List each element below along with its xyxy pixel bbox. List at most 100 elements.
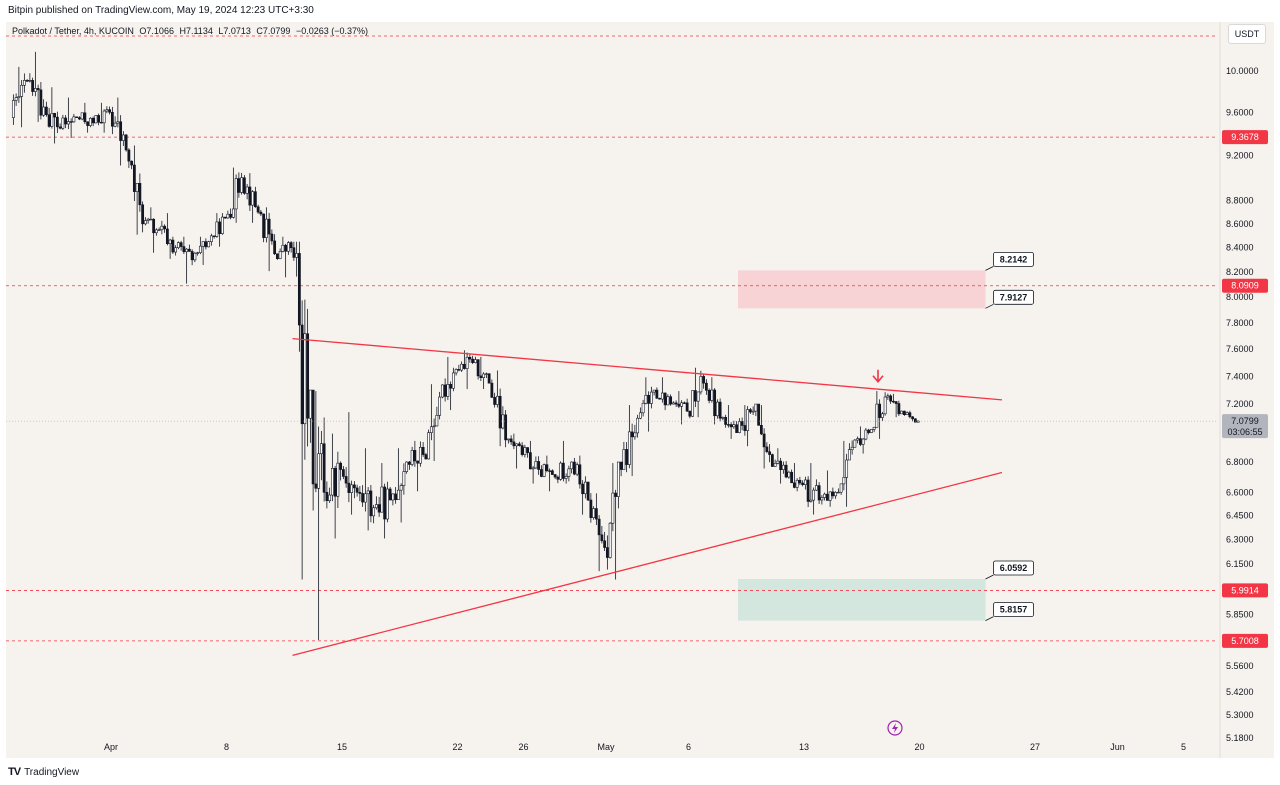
zone-price-label: 6.0592	[1000, 563, 1028, 573]
candle-body	[729, 424, 733, 428]
candle-body	[817, 485, 821, 501]
candle-body	[625, 449, 629, 465]
publish-text: Bitpin published on TradingView.com, May…	[8, 5, 314, 16]
candle-body	[102, 110, 106, 124]
legend-high: H7.1134	[179, 26, 213, 36]
candlestick-chart[interactable]: 10.0000 9.6000 9.2000 8.8000 8.6000 8.4000 8.2…	[6, 22, 1274, 758]
candle-body	[845, 459, 849, 478]
currency-button[interactable]: USDT	[1228, 24, 1266, 44]
lightning-bolt-icon	[892, 723, 898, 733]
tradingview-brand: TradingView	[24, 767, 80, 778]
candle-body	[600, 534, 604, 542]
candle-body	[685, 402, 689, 412]
y-tick-label: 5.5600	[1226, 661, 1254, 671]
candle-body	[352, 484, 356, 489]
candle-body	[616, 461, 620, 497]
candle-body	[347, 482, 351, 493]
candle-body	[691, 390, 695, 417]
candle-body	[592, 508, 596, 518]
candle-body	[64, 117, 68, 125]
candle-body	[146, 218, 150, 221]
candle-body	[759, 425, 763, 435]
candle-body	[509, 438, 513, 443]
candle-body	[564, 476, 568, 479]
upper-trendline	[292, 337, 1003, 401]
chart-area[interactable]: 10.0000 9.6000 9.2000 8.8000 8.6000 8.4000 8.2…	[6, 22, 1274, 758]
candle-body	[124, 134, 128, 151]
candle-body	[292, 247, 296, 258]
zone-label-box	[993, 252, 1034, 267]
y-tick-label: 7.8000	[1226, 318, 1254, 328]
candle-body	[168, 239, 172, 245]
candle-body	[333, 468, 337, 497]
countdown-label: 03:06:55	[1227, 427, 1262, 437]
candle-body	[894, 401, 898, 404]
candle-body	[372, 507, 376, 517]
zone-price-label: 8.2142	[1000, 254, 1028, 264]
candle-body	[792, 482, 796, 488]
candle-body	[908, 412, 912, 418]
candle-body	[520, 445, 524, 455]
zone-label-pointer	[985, 303, 994, 309]
candle-body	[396, 489, 400, 500]
candle-body	[790, 471, 794, 484]
y-tick-label: 9.6000	[1226, 107, 1254, 117]
candle-body	[303, 333, 307, 425]
candle-body	[523, 447, 527, 455]
candle-body	[905, 412, 909, 416]
candle-body	[647, 394, 651, 404]
level-price-badge	[1222, 633, 1268, 648]
candle-body	[143, 220, 147, 225]
candle-body	[880, 413, 884, 418]
candle-body	[410, 450, 414, 465]
legend-close: C7.0799	[256, 26, 291, 36]
candle-body	[861, 438, 865, 445]
candle-body	[451, 372, 455, 389]
candle-body	[504, 414, 508, 441]
candle-body	[710, 389, 714, 401]
candle-body	[424, 454, 428, 460]
candle-body	[636, 417, 640, 434]
candle-body	[638, 412, 642, 419]
candle-body	[490, 382, 494, 398]
candle-body	[567, 468, 571, 477]
x-tick-label: May	[597, 742, 615, 752]
x-tick-label: 8	[224, 742, 229, 752]
candle-body	[443, 384, 447, 397]
candle-body	[88, 117, 92, 126]
candle-body	[460, 363, 464, 371]
candle-body	[75, 116, 79, 118]
zone-price-label: 7.9127	[1000, 292, 1028, 302]
candle-body	[77, 117, 81, 120]
candle-body	[39, 89, 43, 116]
y-tick-label: 5.3000	[1226, 710, 1254, 720]
x-tick-label: 13	[799, 742, 809, 752]
candle-body	[897, 403, 901, 415]
zone-label-box	[993, 289, 1034, 305]
candle-body	[218, 221, 222, 234]
candle-body	[493, 397, 497, 405]
tradingview-logo-icon: TV	[8, 766, 21, 778]
candle-body	[776, 460, 780, 464]
candle-body	[597, 518, 601, 536]
level-price-label: 5.9914	[1231, 585, 1259, 595]
candle-body	[572, 461, 576, 475]
lightning-icon	[887, 720, 903, 736]
candle-body	[196, 252, 200, 254]
candle-body	[339, 462, 343, 470]
zone-label-box	[993, 602, 1034, 618]
candle-body	[820, 497, 824, 501]
candle-body	[875, 403, 879, 428]
candle-body	[864, 429, 868, 440]
candle-body	[330, 468, 334, 496]
candle-body	[295, 253, 299, 258]
tradingview-logo[interactable]: TV TradingView	[8, 760, 79, 785]
candle-body	[627, 431, 631, 465]
candle-body	[652, 389, 656, 393]
candle-body	[740, 421, 744, 426]
candle-body	[633, 432, 637, 438]
candle-body	[671, 402, 675, 405]
candle-body	[713, 389, 717, 417]
candle-body	[484, 373, 488, 375]
candle-body	[69, 121, 73, 123]
